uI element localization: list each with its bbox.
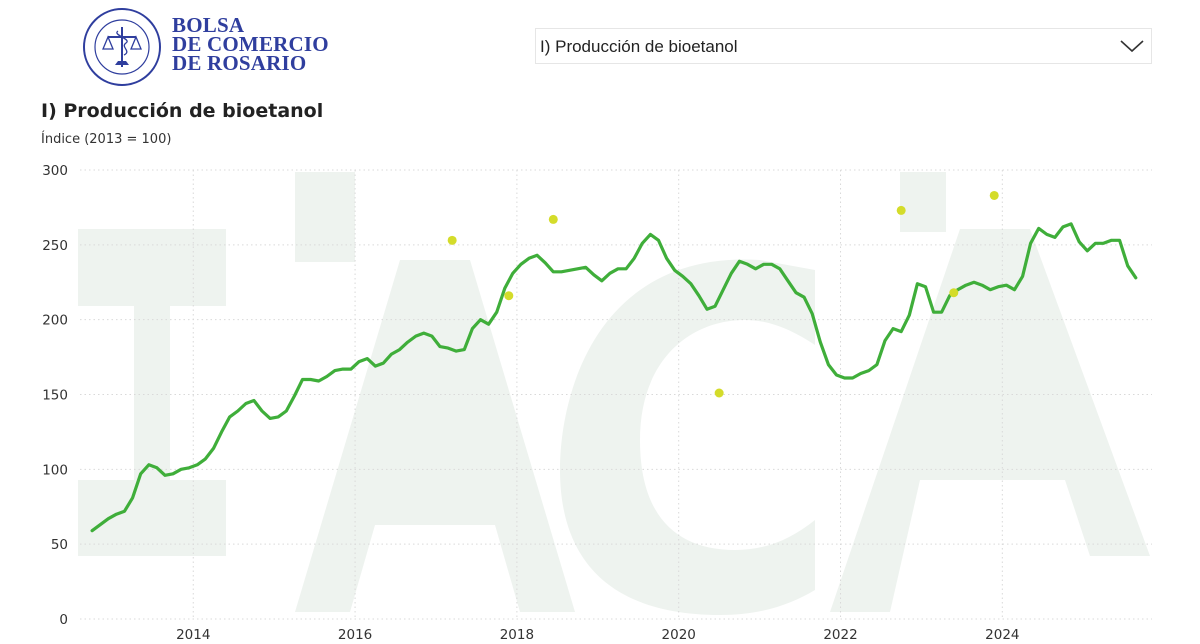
y-tick-label: 250: [42, 238, 68, 254]
iaca-watermark: [78, 172, 1150, 615]
chart-subtitle: Índice (2013 = 100): [41, 132, 172, 147]
data-marker: [949, 288, 959, 298]
brand-line-1: BOLSA: [172, 13, 245, 37]
y-tick-label: 100: [42, 462, 68, 478]
data-marker: [989, 190, 999, 200]
x-tick-label: 2014: [176, 627, 210, 643]
y-tick-label: 200: [42, 313, 68, 329]
watermark-letter-a2: [830, 229, 1150, 612]
watermark-bar: [295, 172, 355, 262]
data-marker: [447, 235, 457, 245]
selector-value: I) Producción de bioetanol: [540, 37, 738, 56]
x-tick-label: 2018: [500, 627, 534, 643]
data-marker: [896, 205, 906, 215]
x-tick-label: 2016: [338, 627, 372, 643]
seal-icon: [83, 8, 161, 86]
series-line: [90, 222, 1138, 533]
x-axis: 2014 2016 2018 2020 2022 2024: [176, 627, 1019, 643]
markers: [447, 190, 999, 398]
y-tick-label: 300: [42, 163, 68, 179]
chart-title: I) Producción de bioetanol: [41, 100, 324, 122]
x-tick-label: 2020: [662, 627, 696, 643]
chevron-down-icon[interactable]: [1119, 38, 1145, 54]
chart-selector-dropdown[interactable]: I) Producción de bioetanol: [535, 28, 1152, 64]
y-tick-label: 50: [51, 537, 68, 553]
x-tick-label: 2024: [985, 627, 1019, 643]
bcr-brand-text: BOLSA DE COMERCIO DE ROSARIO: [172, 13, 329, 75]
watermark-letter-i: [78, 229, 226, 556]
y-tick-label: 150: [42, 388, 68, 404]
x-tick-label: 2022: [823, 627, 857, 643]
data-marker: [504, 291, 514, 301]
data-marker: [714, 388, 724, 398]
watermark-letter-c: [560, 259, 815, 615]
watermark-bar: [900, 172, 946, 232]
brand-line-3: DE ROSARIO: [172, 51, 307, 75]
data-marker: [548, 214, 558, 224]
y-tick-label: 0: [59, 612, 68, 628]
series: [90, 222, 1138, 533]
bcr-logo: BOLSA DE COMERCIO DE ROSARIO: [82, 7, 332, 87]
y-axis: 0 50 100 150 200 250 300: [42, 163, 68, 628]
watermark-letter-a: [295, 260, 575, 612]
brand-line-2: DE COMERCIO: [172, 32, 329, 56]
gridlines: [80, 169, 1152, 620]
